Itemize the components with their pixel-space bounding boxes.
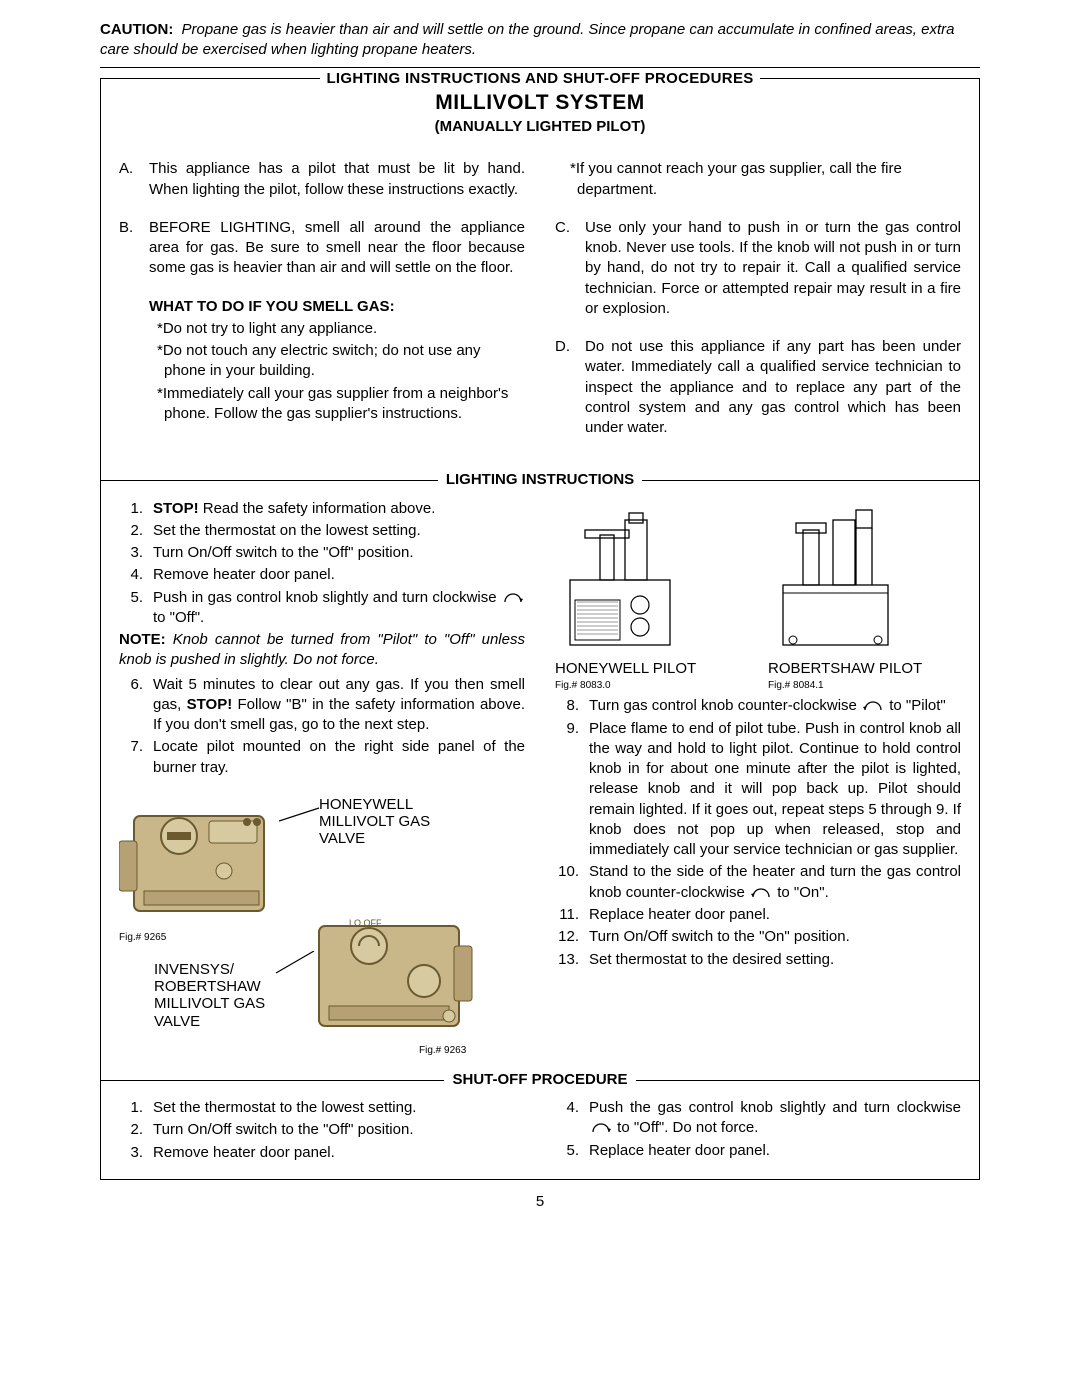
lighting-hdr: LIGHTING INSTRUCTIONS bbox=[119, 470, 961, 490]
list-item: 12.Turn On/Off switch to the "On" positi… bbox=[555, 927, 961, 947]
list-item: 5.Push in gas control knob slightly and … bbox=[119, 588, 525, 629]
smell-bullet: *Do not try to light any appliance. bbox=[149, 319, 525, 339]
list-item: 2.Turn On/Off switch to the "Off" positi… bbox=[119, 1120, 525, 1140]
list-item: 13.Set thermostat to the desired setting… bbox=[555, 950, 961, 970]
shutoff-left: 1.Set the thermostat to the lowest setti… bbox=[119, 1098, 525, 1165]
list-item: 9.Place flame to end of pilot tube. Push… bbox=[555, 719, 961, 861]
smell-bullet: *Do not touch any electric switch; do no… bbox=[149, 341, 525, 382]
safety-right: *If you cannot reach your gas supplier, … bbox=[555, 159, 961, 456]
note: NOTE: Knob cannot be turned from "Pilot"… bbox=[119, 630, 525, 671]
caution-banner: CAUTION: Propane gas is heavier than air… bbox=[100, 20, 980, 68]
list-item: 7.Locate pilot mounted on the right side… bbox=[119, 737, 525, 778]
safety-left: A.This appliance has a pilot that must b… bbox=[119, 159, 525, 456]
shutoff-hdr: SHUT-OFF PROCEDURE bbox=[119, 1070, 961, 1090]
robertshaw-pilot-figure: ROBERTSHAW PILOT Fig.# 8084.1 bbox=[768, 505, 961, 693]
svg-text:LO OFF: LO OFF bbox=[349, 918, 382, 928]
list-item: 11.Replace heater door panel. bbox=[555, 905, 961, 925]
lighting-columns: 1.STOP! Read the safety information abov… bbox=[119, 499, 961, 1056]
list-item: 2.Set the thermostat on the lowest setti… bbox=[119, 521, 525, 541]
list-item: 4.Remove heater door panel. bbox=[119, 565, 525, 585]
safety-right-list: C.Use only your hand to push in or turn … bbox=[555, 218, 961, 439]
safety-left-list: A.This appliance has a pilot that must b… bbox=[119, 159, 525, 278]
caution-label: CAUTION: bbox=[100, 21, 173, 38]
lighting-left-list: 1.STOP! Read the safety information abov… bbox=[119, 499, 525, 629]
fire-dept-note: *If you cannot reach your gas supplier, … bbox=[555, 159, 961, 200]
lighting-left-list2: 6.Wait 5 minutes to clear out any gas. I… bbox=[119, 675, 525, 778]
fig-number: Fig.# 9263 bbox=[419, 1044, 466, 1058]
list-item: D.Do not use this appliance if any part … bbox=[555, 337, 961, 438]
smell-block: WHAT TO DO IF YOU SMELL GAS: *Do not try… bbox=[119, 297, 525, 425]
list-item: 6.Wait 5 minutes to clear out any gas. I… bbox=[119, 675, 525, 736]
shutoff-right-list: 4.Push the gas control knob slightly and… bbox=[555, 1098, 961, 1161]
honeywell-pilot-figure: HONEYWELL PILOT Fig.# 8083.0 bbox=[555, 505, 748, 693]
page-title: MILLIVOLT SYSTEM bbox=[119, 89, 961, 117]
list-item: 1.STOP! Read the safety information abov… bbox=[119, 499, 525, 519]
list-item: 3.Turn On/Off switch to the "Off" positi… bbox=[119, 543, 525, 563]
list-item: B.BEFORE LIGHTING, smell all around the … bbox=[119, 218, 525, 279]
figure-label: HONEYWELL PILOT bbox=[555, 659, 748, 679]
list-item: 4.Push the gas control knob slightly and… bbox=[555, 1098, 961, 1139]
robertshaw-valve-figure: LO OFF bbox=[309, 906, 479, 1041]
honeywell-label: HONEYWELL MILLIVOLT GAS VALVE bbox=[319, 796, 439, 848]
header-line: LIGHTING INSTRUCTIONS AND SHUT-OFF PROCE… bbox=[119, 69, 961, 89]
lighting-right-list: 8.Turn gas control knob counter-clockwis… bbox=[555, 696, 961, 969]
shutoff-columns: 1.Set the thermostat to the lowest setti… bbox=[119, 1098, 961, 1165]
list-item: 5.Replace heater door panel. bbox=[555, 1141, 961, 1161]
fig-number: Fig.# 8083.0 bbox=[555, 679, 748, 693]
list-item: A.This appliance has a pilot that must b… bbox=[119, 159, 525, 200]
main-frame: LIGHTING INSTRUCTIONS AND SHUT-OFF PROCE… bbox=[100, 78, 980, 1180]
honeywell-valve-figure bbox=[119, 796, 289, 926]
subtitle: (MANUALLY LIGHTED PILOT) bbox=[119, 117, 961, 137]
caution-text: Propane gas is heavier than air and will… bbox=[100, 21, 954, 58]
fig-number: Fig.# 8084.1 bbox=[768, 679, 961, 693]
shutoff-right: 4.Push the gas control knob slightly and… bbox=[555, 1098, 961, 1165]
smell-heading: WHAT TO DO IF YOU SMELL GAS: bbox=[149, 297, 525, 317]
fig-number: Fig.# 9265 bbox=[119, 931, 166, 945]
header-text: LIGHTING INSTRUCTIONS AND SHUT-OFF PROCE… bbox=[320, 70, 759, 87]
list-item: 3.Remove heater door panel. bbox=[119, 1143, 525, 1163]
lighting-left: 1.STOP! Read the safety information abov… bbox=[119, 499, 525, 1056]
leader-line-icon bbox=[274, 951, 319, 976]
list-item: C.Use only your hand to push in or turn … bbox=[555, 218, 961, 319]
leader-line-icon bbox=[279, 806, 324, 826]
invensys-label: INVENSYS/ ROBERTSHAW MILLIVOLT GAS VALVE bbox=[154, 961, 289, 1030]
shutoff-left-list: 1.Set the thermostat to the lowest setti… bbox=[119, 1098, 525, 1163]
list-item: 10.Stand to the side of the heater and t… bbox=[555, 862, 961, 903]
figure-label: ROBERTSHAW PILOT bbox=[768, 659, 961, 679]
pilot-figures: HONEYWELL PILOT Fig.# 8083.0 bbox=[555, 505, 961, 693]
lighting-right: HONEYWELL PILOT Fig.# 8083.0 bbox=[555, 499, 961, 1056]
safety-columns: A.This appliance has a pilot that must b… bbox=[119, 159, 961, 456]
valve-figure-area: HONEYWELL MILLIVOLT GAS VALVE Fig.# 9265… bbox=[119, 786, 525, 1056]
list-item: 1.Set the thermostat to the lowest setti… bbox=[119, 1098, 525, 1118]
page-number: 5 bbox=[100, 1192, 980, 1212]
smell-bullet: *Immediately call your gas supplier from… bbox=[149, 384, 525, 425]
list-item: 8.Turn gas control knob counter-clockwis… bbox=[555, 696, 961, 716]
